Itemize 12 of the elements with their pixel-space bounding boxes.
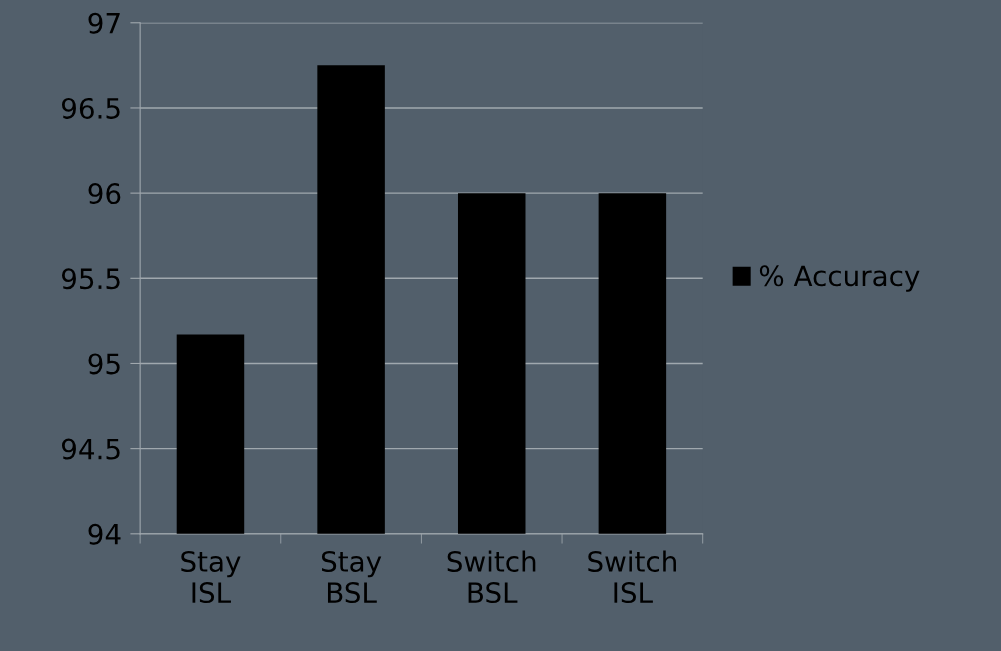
x-tick-label: Switch ISL [588,550,676,604]
y-tick-label: 97 [88,12,120,34]
y-tick-label: 94 [88,523,121,545]
x-tick-label: Switch BSL [447,550,536,604]
y-tick-label: 95.5 [61,268,120,290]
y-tick-label: 96 [88,183,121,205]
x-tick-label: Stay BSL [321,550,382,604]
y-tick-label: 96.5 [61,97,120,119]
y-tick-label: 94.5 [61,438,120,460]
y-tick-label: 95 [88,353,120,375]
x-tick-label: Stay ISL [181,550,241,604]
legend-label: % Accuracy [759,265,920,292]
